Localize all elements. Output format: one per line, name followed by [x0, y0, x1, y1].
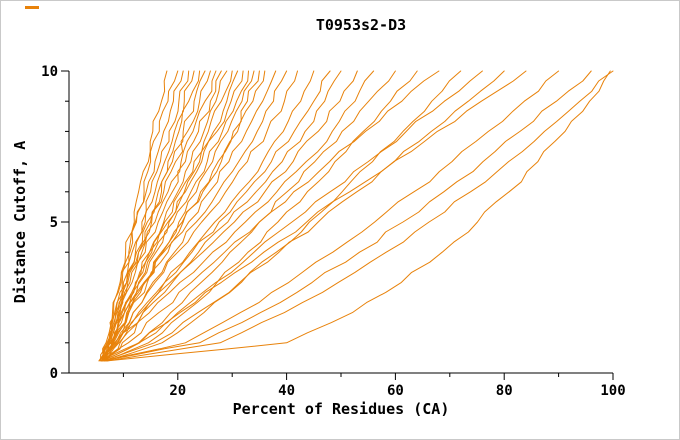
model-curve [99, 70, 244, 362]
x-tick-label: 60 [387, 383, 404, 399]
model-curve [101, 70, 440, 362]
model-curve [101, 70, 190, 362]
model-curve [101, 70, 331, 362]
model-curve [100, 70, 211, 362]
model-curve [98, 70, 179, 362]
model-curve [103, 70, 184, 362]
model-curve [101, 70, 277, 362]
x-tick-label: 100 [600, 383, 625, 399]
y-tick-label: 10 [41, 64, 58, 80]
x-tick-label: 80 [496, 383, 513, 399]
model-curve [101, 70, 483, 362]
x-tick-label: 40 [278, 383, 295, 399]
x-tick-label: 20 [169, 383, 186, 399]
model-curve [101, 70, 249, 362]
x-axis-label: Percent of Residues (CA) [232, 400, 450, 418]
model-curve [104, 70, 375, 362]
model-curve [106, 70, 614, 362]
model-curve [103, 70, 239, 362]
model-curve [102, 70, 217, 362]
model-curve [101, 70, 201, 362]
y-tick-label: 5 [50, 215, 58, 231]
model-curve [103, 70, 560, 362]
model-curve [101, 70, 298, 362]
model-curve [105, 70, 462, 362]
model-curve [106, 70, 611, 362]
model-curve [101, 70, 592, 362]
model-curve [103, 70, 418, 362]
model-curve [105, 70, 228, 362]
model-curve [103, 70, 505, 362]
model-curve [101, 70, 358, 362]
y-tick-label: 0 [50, 366, 58, 382]
y-axis-label: Distance Cutoff, A [11, 140, 29, 304]
model-curve [101, 70, 527, 362]
model-curve [105, 70, 315, 362]
model-curve [100, 70, 266, 362]
stray-plot-artifact [25, 6, 39, 9]
chart-title: T0953s2-D3 [315, 16, 407, 34]
